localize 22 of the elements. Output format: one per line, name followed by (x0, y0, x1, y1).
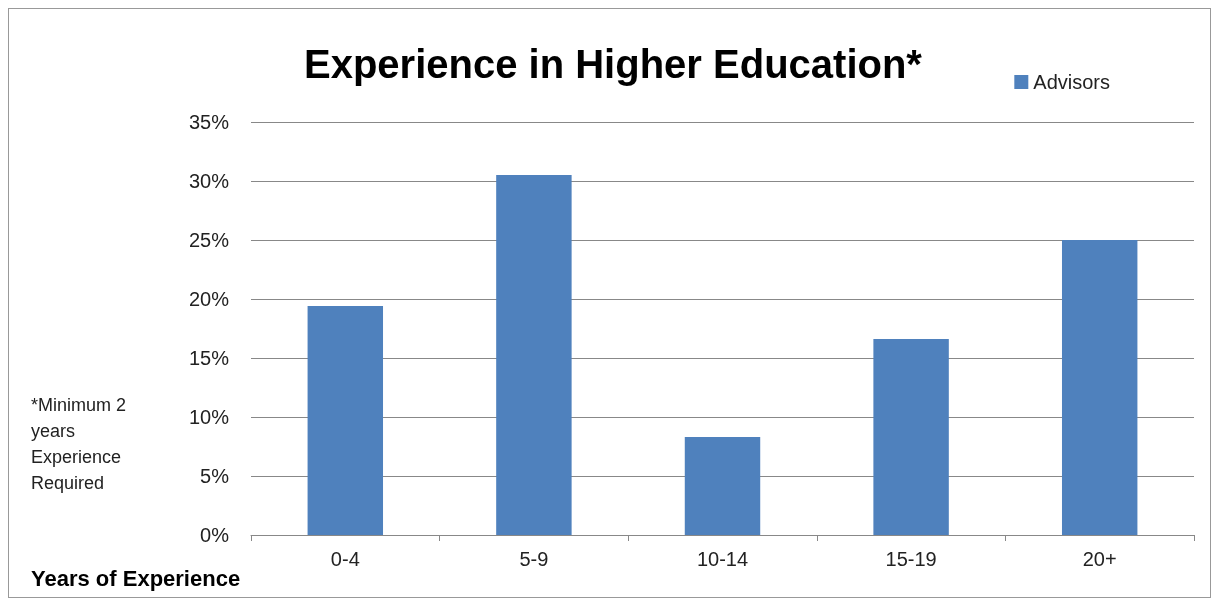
y-tick-label: 30% (188, 170, 230, 192)
x-tick-label: 0-4 (330, 548, 360, 570)
x-tick-label: 10-14 (696, 548, 749, 570)
bar (496, 175, 572, 535)
y-tick-label: 20% (188, 288, 230, 310)
bar (873, 339, 949, 535)
y-tick-label: 5% (200, 465, 230, 487)
chart-title: Experience in Higher Education* (304, 42, 923, 86)
x-tick-label: 15-19 (885, 548, 937, 570)
x-axis-title: Years of Experience (31, 565, 241, 591)
y-tick-label: 10% (188, 406, 230, 428)
y-tick-label: 25% (188, 229, 230, 251)
text: *Minimum 2 years Experience Required (31, 395, 132, 493)
x-tick-label: 20+ (1082, 548, 1117, 570)
legend-label: Advisors (1033, 71, 1111, 93)
y-tick-label: 15% (188, 347, 230, 369)
bar (684, 437, 761, 535)
bar (307, 306, 384, 535)
y-tick-label: 35% (188, 111, 230, 133)
bar (1061, 240, 1138, 535)
x-tick-label: 5-9 (519, 548, 549, 570)
y-tick-label: 0% (200, 524, 230, 546)
